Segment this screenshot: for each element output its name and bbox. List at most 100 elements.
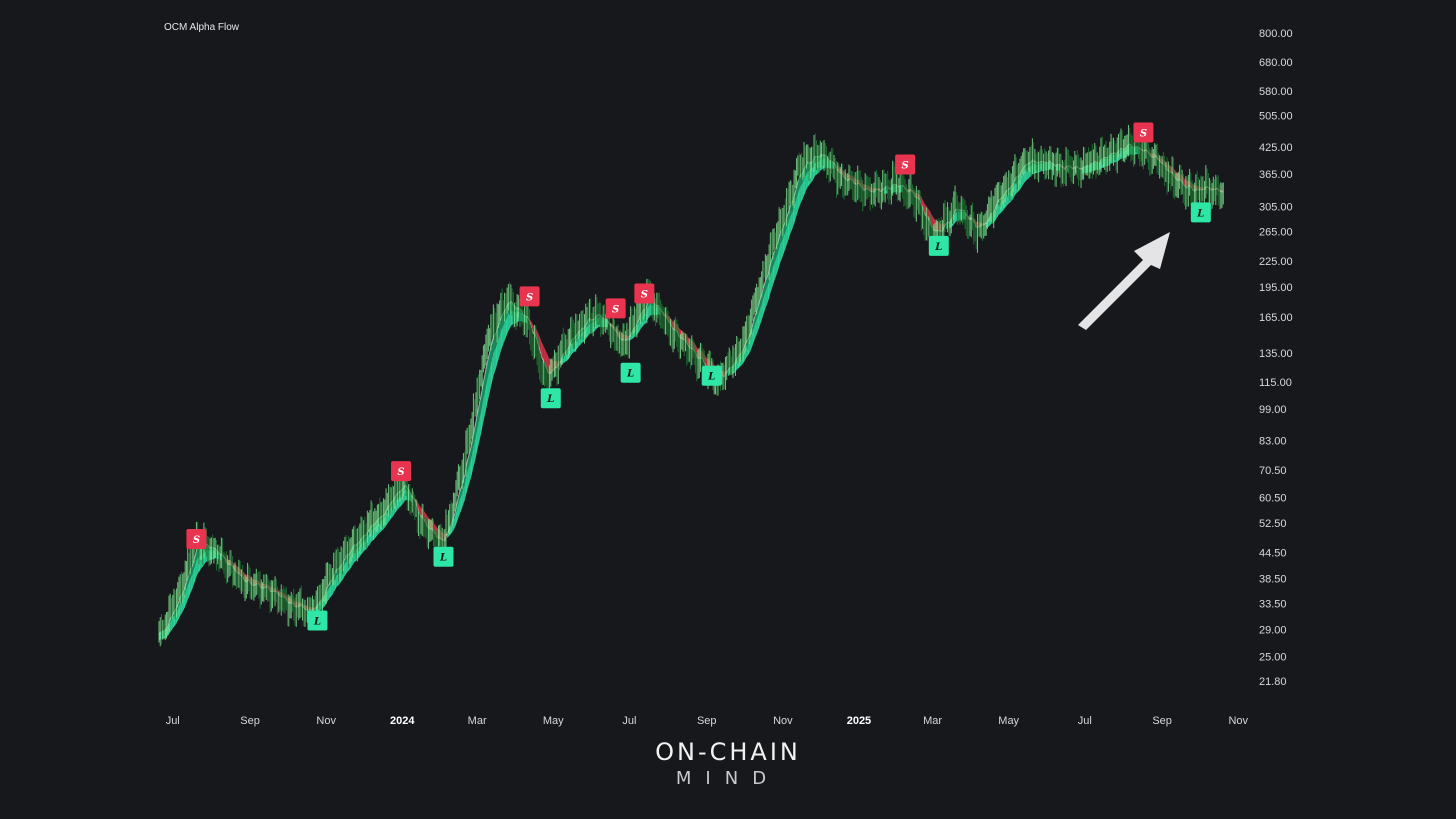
y-tick-label: 195.00 xyxy=(1259,282,1293,294)
y-tick-label: 44.50 xyxy=(1259,548,1287,560)
x-tick-label: Mar xyxy=(468,715,487,727)
y-tick-label: 21.80 xyxy=(1259,676,1287,688)
y-tick-label: 99.00 xyxy=(1259,404,1287,416)
signal-box xyxy=(391,461,412,482)
y-tick-label: 305.00 xyxy=(1259,201,1293,213)
short-signal-marker: S xyxy=(1133,122,1154,143)
brand-logo-line2: MIND xyxy=(675,768,781,789)
signal-box xyxy=(701,365,722,386)
band-shade xyxy=(784,222,786,236)
x-tick-label: Sep xyxy=(240,715,260,727)
signal-label: S xyxy=(641,289,648,300)
signal-box xyxy=(519,286,540,307)
signal-label: S xyxy=(902,161,909,172)
short-signal-marker: S xyxy=(519,286,540,307)
y-tick-label: 29.00 xyxy=(1259,625,1287,637)
y-axis: 800.00 680.00 580.00 505.00 425.00 365.00 305.… xyxy=(1259,28,1293,688)
x-tick-label: Sep xyxy=(1152,715,1172,727)
short-signal-marker: S xyxy=(186,528,207,549)
long-signal-marker: L xyxy=(307,610,328,631)
brand-logo-line1: ON-CHAIN xyxy=(655,738,801,766)
y-tick-label: 115.00 xyxy=(1259,377,1292,389)
band-shade xyxy=(472,433,474,455)
short-signal-marker: S xyxy=(605,298,626,319)
y-tick-label: 83.00 xyxy=(1259,435,1287,447)
long-signal-marker: L xyxy=(433,546,454,567)
x-tick-label: Nov xyxy=(1228,715,1248,727)
long-signal-marker: L xyxy=(1190,202,1211,223)
y-tick-label: 680.00 xyxy=(1259,57,1293,69)
signal-box xyxy=(307,610,328,631)
x-tick-label: Nov xyxy=(773,715,793,727)
band-shade xyxy=(754,314,756,327)
long-signal-marker: L xyxy=(540,388,561,409)
y-tick-label: 365.00 xyxy=(1259,169,1293,181)
x-tick-label: Nov xyxy=(316,715,336,727)
y-tick-label: 225.00 xyxy=(1259,256,1293,268)
band-shade xyxy=(795,186,797,204)
x-tick-label: May xyxy=(998,715,1019,727)
short-signal-marker: S xyxy=(634,283,655,304)
y-tick-label: 800.00 xyxy=(1259,28,1293,40)
chart-title: OCM Alpha Flow xyxy=(164,22,240,33)
signal-label: S xyxy=(612,304,619,315)
band-segment-bear xyxy=(542,342,544,361)
signal-label: S xyxy=(397,467,404,478)
x-tick-label: May xyxy=(543,715,564,727)
y-tick-label: 60.50 xyxy=(1259,492,1287,504)
band-shade xyxy=(780,230,782,245)
x-tick-label: 2024 xyxy=(390,715,415,727)
x-tick-label: Jul xyxy=(622,715,636,727)
signal-label: L xyxy=(707,372,715,383)
signal-box xyxy=(186,528,207,549)
y-tick-label: 135.00 xyxy=(1259,348,1293,360)
signal-label: L xyxy=(934,242,942,253)
long-signal-marker: L xyxy=(620,362,641,383)
signal-label: L xyxy=(439,553,447,564)
band-shade xyxy=(185,582,187,594)
price-candles xyxy=(158,124,1224,647)
annotation-arrow xyxy=(1078,232,1170,330)
y-tick-label: 25.00 xyxy=(1259,651,1287,663)
signal-label: S xyxy=(1140,129,1147,140)
x-tick-label: Jul xyxy=(166,715,180,727)
y-tick-label: 52.50 xyxy=(1259,518,1287,530)
signal-box xyxy=(1133,122,1154,143)
y-tick-label: 165.00 xyxy=(1259,312,1293,324)
y-tick-label: 38.50 xyxy=(1259,574,1287,586)
signal-box xyxy=(605,298,626,319)
signal-box xyxy=(634,283,655,304)
signal-box xyxy=(540,388,561,409)
signal-markers: S L S L S L S L S L S L S L xyxy=(186,122,1211,631)
signal-label: S xyxy=(193,535,200,546)
signal-box xyxy=(895,154,916,175)
band-shade xyxy=(475,414,478,437)
long-signal-marker: L xyxy=(701,365,722,386)
y-tick-label: 580.00 xyxy=(1259,86,1293,98)
x-axis: Jul Sep Nov 2024 Mar May Jul Sep Nov 2025 Mar May Ju… xyxy=(166,715,1249,727)
y-tick-label: 505.00 xyxy=(1259,111,1293,123)
long-signal-marker: L xyxy=(928,235,949,256)
x-tick-label: Mar xyxy=(923,715,942,727)
band-shade xyxy=(761,289,763,305)
signal-box xyxy=(433,546,454,567)
short-signal-marker: S xyxy=(895,154,916,175)
short-signal-marker: S xyxy=(391,461,412,482)
signal-box xyxy=(620,362,641,383)
band-shade xyxy=(757,302,760,317)
x-tick-label: Sep xyxy=(697,715,717,727)
signal-label: L xyxy=(546,394,554,405)
signal-label: L xyxy=(313,617,321,628)
signal-label: S xyxy=(526,292,533,303)
x-tick-label: 2025 xyxy=(847,715,871,727)
signal-box xyxy=(1190,202,1211,223)
y-tick-label: 70.50 xyxy=(1259,465,1287,477)
band-shade xyxy=(752,318,755,331)
y-tick-label: 33.50 xyxy=(1259,599,1287,611)
x-tick-label: Jul xyxy=(1078,715,1092,727)
y-tick-label: 425.00 xyxy=(1259,142,1293,154)
signal-box xyxy=(928,235,949,256)
signal-label: L xyxy=(626,369,634,380)
band-shade xyxy=(195,550,197,566)
